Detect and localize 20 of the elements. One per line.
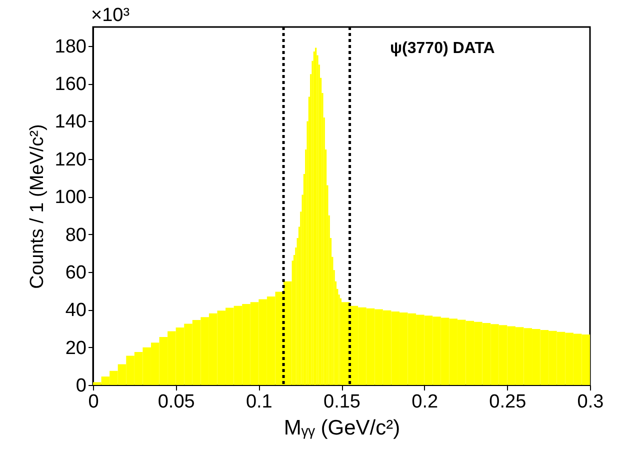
y-tick-label: 180 [54, 36, 86, 58]
y-tick-label: 140 [54, 112, 86, 133]
x-tick-label: 0.1 [246, 392, 272, 412]
y-tick-label: 120 [54, 149, 86, 170]
y-tick-label: 100 [54, 187, 86, 208]
text: ×10³ [91, 5, 130, 26]
x-axis-title: Mᵧᵧ (GeV/c²) [284, 416, 400, 440]
x-tick-label: 0.2 [412, 392, 438, 412]
y-tick-label: 80 [65, 224, 86, 246]
y-tick-label: 40 [65, 300, 86, 322]
y-axis-title: Counts / 1 (MeV/c²) [26, 124, 48, 289]
x-tick-label: 0.3 [577, 392, 604, 412]
y-tick-label: 160 [54, 74, 86, 96]
y-tick-label: 0 [76, 376, 86, 396]
x-tick-label: 0.05 [158, 392, 195, 412]
x-tick-label: 0.25 [489, 392, 526, 412]
annotation: ψ(3770) DATA [390, 40, 496, 57]
y-tick-label: 60 [65, 262, 86, 284]
y-tick-label: 20 [65, 338, 86, 359]
x-tick-label: 0.15 [324, 392, 360, 412]
